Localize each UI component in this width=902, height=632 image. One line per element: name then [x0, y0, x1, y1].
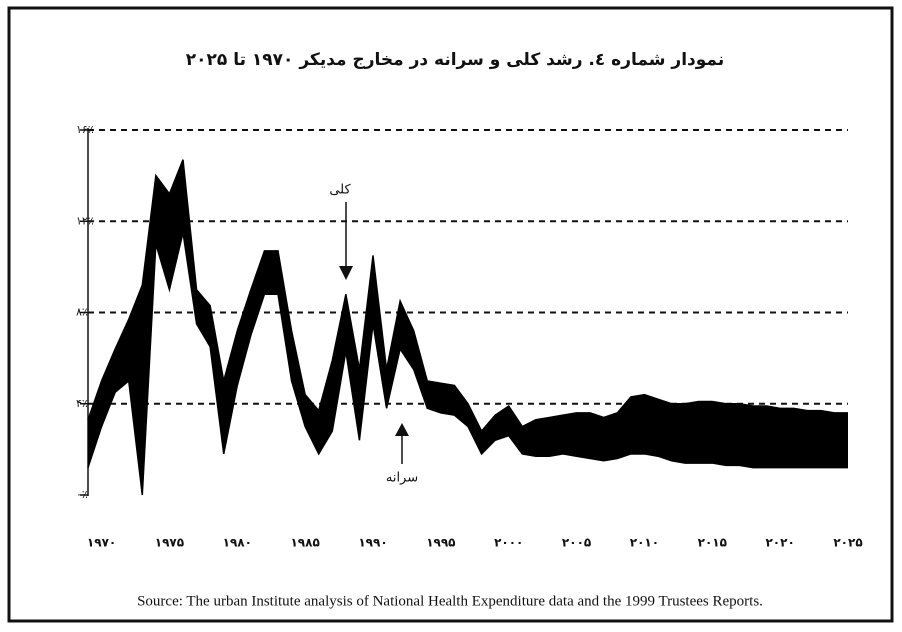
arrow-head — [339, 266, 353, 280]
x-tick-label: ۱۹۷۵ — [155, 536, 184, 550]
x-tick-label: ۲۰۰۵ — [562, 536, 591, 550]
x-tick-label: ۱۹۸۰ — [223, 536, 252, 550]
chart-title: نمودار شماره ٤. رشد کلی و سرانه در مخارج… — [186, 50, 724, 70]
source: Source: The urban Institute analysis of … — [137, 593, 763, 609]
series-line — [87, 232, 848, 496]
x-tick-label: ۱۹۷۰ — [87, 536, 116, 550]
x-tick-label: ۲۰۰۰ — [494, 536, 523, 550]
series-line — [87, 159, 848, 433]
x-tick-label: ۲۰۱۰ — [630, 536, 659, 550]
x-tick-label: ۲۰۲۵ — [833, 536, 862, 550]
x-tick-label: ۱۹۹۰ — [358, 536, 387, 550]
annotation: کلی — [329, 183, 351, 198]
frame — [7, 6, 894, 623]
x-tick-label: ۱۹۸۵ — [290, 536, 319, 550]
band — [88, 159, 848, 495]
arrow-head — [395, 423, 409, 436]
annotation: سرانه — [386, 471, 418, 486]
x-tick-label: ۲۰۲۰ — [765, 536, 794, 550]
x-tick-label: ۱۹۹۵ — [426, 536, 455, 550]
x-tick-label: ۲۰۱۵ — [698, 536, 727, 550]
